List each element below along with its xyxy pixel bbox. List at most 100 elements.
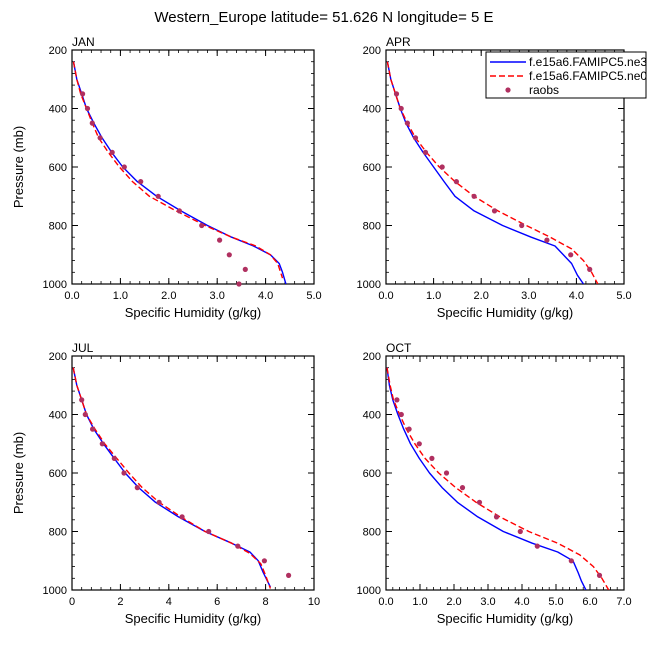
y-tick-label: 800	[363, 527, 381, 539]
x-tick-label: 2.0	[446, 596, 461, 608]
y-tick-label: 200	[49, 351, 67, 363]
obs-point	[471, 193, 477, 199]
obs-point	[443, 470, 450, 476]
obs-point	[99, 441, 105, 447]
obs-point	[82, 411, 88, 418]
obs-point	[412, 135, 419, 141]
x-tick-label: 10	[308, 596, 320, 608]
x-tick-label: 3.0	[210, 290, 225, 302]
obs-point	[179, 514, 185, 520]
legend-label: f.e15a6.FAMIPC5.ne0	[529, 69, 647, 83]
obs-point	[261, 558, 267, 564]
x-tick-label: 1.0	[113, 290, 128, 302]
panel-jul: 0 2 4 6 8 10 200 400 600 800 1000 JUL Specific Humid…	[11, 341, 320, 626]
y-tick-label: 400	[49, 104, 67, 116]
obs-point	[242, 266, 248, 272]
y-tick-label: 1000	[43, 279, 67, 291]
legend-marker	[505, 87, 511, 93]
obs-point	[422, 149, 429, 155]
series-line-model1	[386, 367, 587, 590]
obs-point	[226, 252, 232, 258]
y-tick-label: 1000	[357, 279, 381, 291]
x-tick-label: 3.0	[521, 290, 536, 302]
series-line-model1	[386, 61, 585, 284]
x-axis-title: Specific Humidity (g/kg)	[437, 305, 574, 320]
obs-point	[459, 485, 466, 491]
y-tick-label: 200	[363, 351, 381, 363]
obs-point	[89, 120, 95, 126]
obs-point	[439, 164, 445, 170]
obs-point	[398, 411, 404, 418]
x-tick-label: 4	[166, 596, 172, 608]
obs-point	[393, 91, 400, 97]
series-line-model2	[72, 367, 272, 589]
obs-point	[404, 120, 410, 126]
obs-point	[121, 164, 127, 170]
legend-label: raobs	[529, 83, 559, 97]
obs-point	[138, 179, 144, 185]
series-group	[72, 367, 272, 589]
panel-oct: 0.0 1.0 2.0 3.0 4.0 5.0 6.0 7.0 200 400 600 800 1000…	[357, 341, 632, 626]
obs-point	[217, 237, 223, 243]
obs-point	[416, 441, 422, 447]
obs-point	[544, 237, 550, 243]
x-tick-label: 1.0	[412, 596, 427, 608]
legend-label: f.e15a6.FAMIPC5.ne3	[529, 55, 647, 69]
obs-point	[491, 208, 498, 214]
y-tick-label: 400	[363, 410, 381, 422]
x-tick-label: 0.0	[64, 290, 79, 302]
x-axis-title: Specific Humidity (g/kg)	[125, 611, 262, 626]
x-tick-label: 0.0	[378, 290, 393, 302]
y-tick-label: 600	[363, 162, 381, 174]
x-axis-title: Specific Humidity (g/kg)	[437, 611, 574, 626]
obs-point	[236, 281, 242, 287]
obs-point	[109, 149, 115, 155]
panel-jan: 0.0 1.0 2.0 3.0 4.0 5.0 200 400 600 800 1000 JAN Spe…	[11, 35, 322, 320]
obs-point	[134, 485, 140, 491]
y-axis-title: Pressure (mb)	[11, 126, 26, 208]
y-tick-label: 400	[49, 410, 67, 422]
x-tick-label: 2	[117, 596, 123, 608]
series-line-model1	[72, 61, 287, 284]
obs-point	[155, 193, 161, 199]
obs-point	[568, 252, 574, 258]
y-tick-label: 400	[363, 104, 381, 116]
y-tick-label: 800	[363, 221, 381, 233]
obs-point	[176, 208, 182, 214]
obs-point	[587, 266, 593, 272]
obs-point	[79, 397, 85, 403]
obs-point	[156, 499, 162, 505]
obs-point	[121, 470, 127, 476]
obs-point	[493, 514, 500, 520]
plot-frame	[71, 355, 315, 591]
x-tick-label: 4.0	[514, 596, 529, 608]
obs-point	[286, 572, 292, 579]
obs-point	[568, 558, 574, 564]
obs-point	[453, 179, 459, 185]
obs-point	[394, 397, 400, 403]
y-axis-title: Pressure (mb)	[11, 432, 26, 514]
y-tick-label: 800	[49, 221, 67, 233]
panel-label: JAN	[72, 35, 95, 49]
series-group	[72, 61, 287, 284]
obs-point	[517, 528, 523, 535]
obs-point	[519, 222, 525, 229]
y-tick-label: 200	[363, 45, 381, 57]
panel-label: APR	[386, 35, 411, 49]
y-tick-label: 1000	[357, 585, 381, 597]
main-title: Western_Europe latitude= 51.626 N longit…	[154, 9, 493, 26]
obs-point	[476, 499, 483, 505]
x-axis-title: Specific Humidity (g/kg)	[125, 305, 262, 320]
x-tick-label: 8	[263, 596, 269, 608]
series-line-model2	[72, 61, 284, 279]
series-group	[386, 367, 610, 590]
x-tick-label: 5.0	[306, 290, 321, 302]
legend-box	[485, 51, 647, 99]
x-tick-label: 6.0	[582, 596, 597, 608]
panel-label: JUL	[72, 341, 94, 355]
obs-point	[596, 572, 603, 579]
y-tick-label: 800	[49, 527, 67, 539]
series-line-model1	[72, 367, 272, 588]
legend: f.e15a6.FAMIPC5.ne3f.e15a6.FAMIPC5.ne0ra…	[485, 51, 647, 99]
